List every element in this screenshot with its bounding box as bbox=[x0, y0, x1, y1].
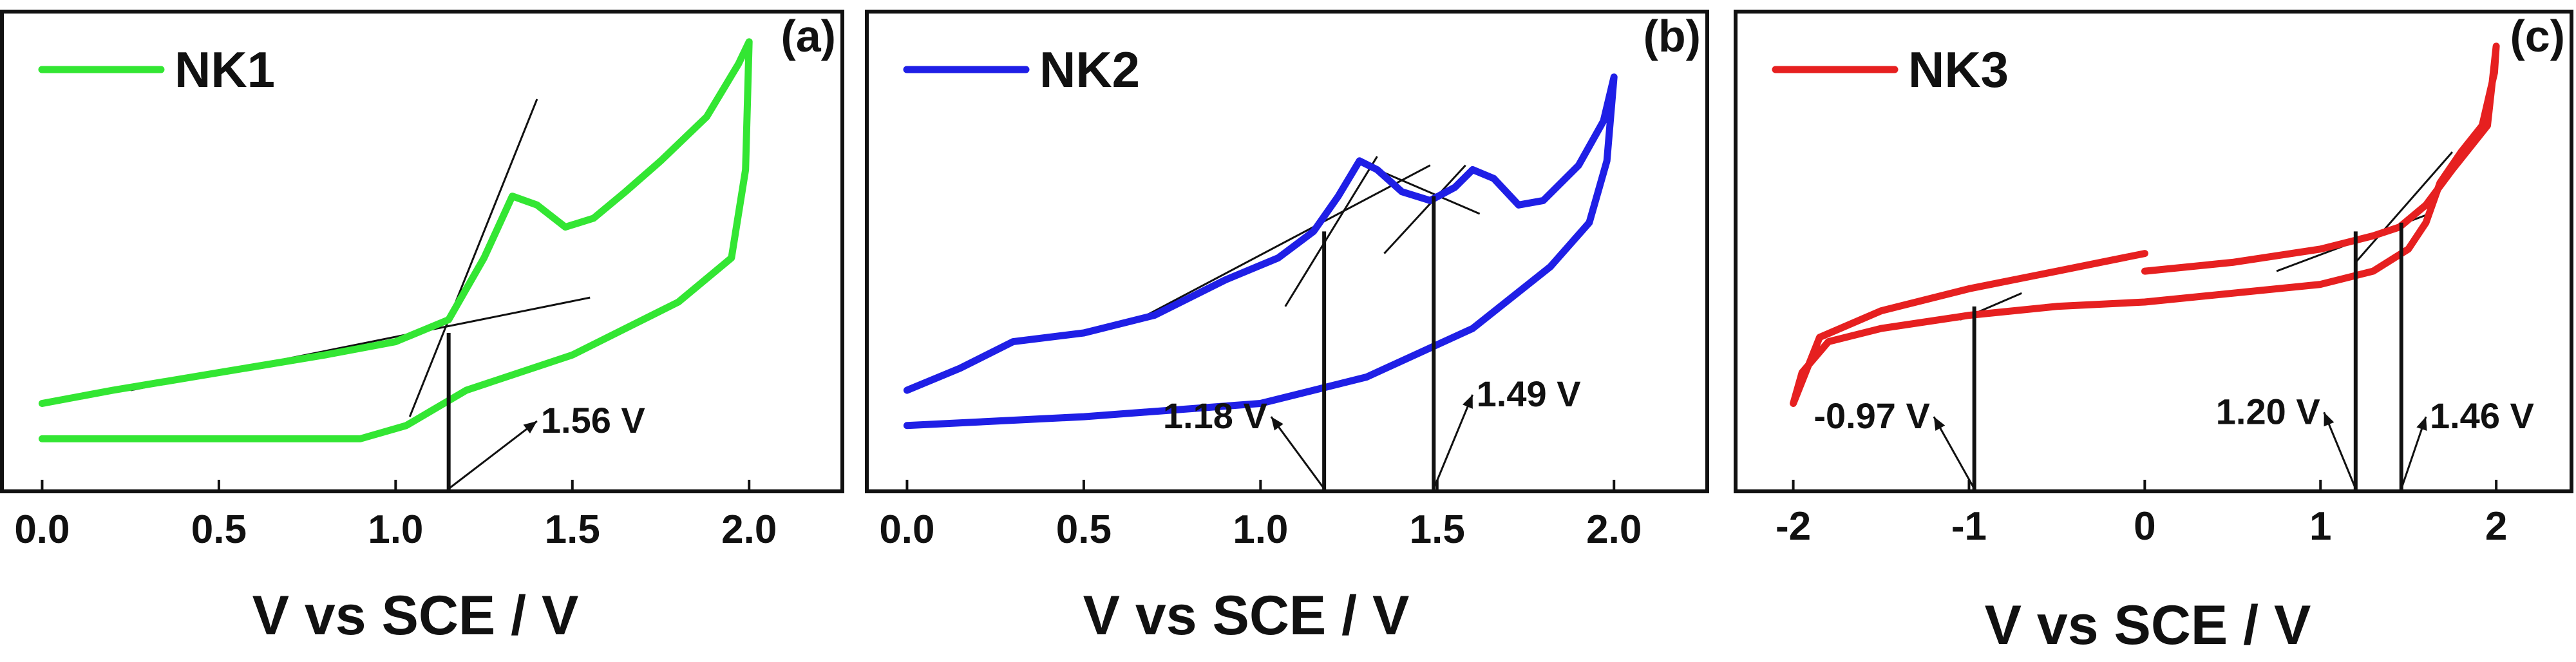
onset-arrowhead bbox=[1933, 417, 1946, 431]
onset-arrow bbox=[2323, 411, 2357, 489]
x-tick-label: 0 bbox=[2134, 504, 2155, 549]
onset-arrowhead bbox=[523, 421, 537, 434]
tangent-line bbox=[2354, 151, 2454, 263]
cv-trace bbox=[38, 38, 753, 442]
x-tick-label: 1.0 bbox=[368, 507, 423, 552]
onset-arrow bbox=[1270, 416, 1325, 489]
plot-frame bbox=[0, 10, 844, 493]
x-axis-title: V vs SCE / V bbox=[1083, 585, 1410, 647]
x-tick-label: 0.0 bbox=[879, 507, 934, 552]
plot-frame bbox=[1734, 10, 2573, 493]
chart-panel-2: 0.0 0.5 1.0 1.5 2.0 V vs SCE / V 1.18 V 1.49 V N… bbox=[865, 10, 1709, 647]
x-tick-label: 1.5 bbox=[1410, 507, 1465, 552]
x-tick-label: 0.0 bbox=[14, 507, 70, 552]
x-tick-label: 1.0 bbox=[1233, 507, 1288, 552]
x-tick-label: 0.5 bbox=[191, 507, 247, 552]
onset-label: 1.56 V bbox=[541, 400, 645, 440]
onset-arrowhead bbox=[2416, 417, 2427, 431]
x-tick-label: 1 bbox=[2309, 504, 2331, 549]
legend-label: NK1 bbox=[175, 41, 275, 98]
x-tick-label: 2 bbox=[2485, 504, 2507, 549]
onset-arrow bbox=[1432, 394, 1474, 489]
chart-panel-3: -2 -1 0 1 2 V vs SCE / V -0.97 V 1.20 V 1.46 V NK… bbox=[1734, 10, 2573, 656]
onset-arrowhead bbox=[1271, 417, 1283, 431]
x-tick-label: 0.5 bbox=[1056, 507, 1112, 552]
legend-label: NK2 bbox=[1039, 41, 1140, 98]
tangent-line bbox=[1284, 156, 1378, 307]
tangent-line bbox=[1383, 164, 1466, 254]
panel-label: (c) bbox=[2510, 11, 2565, 61]
panel-label: (a) bbox=[781, 11, 836, 61]
onset-label: 1.46 V bbox=[2430, 395, 2534, 436]
cv-trace bbox=[903, 73, 1618, 430]
onset-arrow bbox=[1933, 416, 1975, 489]
x-tick-label: -1 bbox=[1951, 504, 1987, 549]
x-axis-title: V vs SCE / V bbox=[252, 585, 579, 647]
onset-arrowhead bbox=[2324, 412, 2334, 427]
onset-arrowhead bbox=[1463, 394, 1473, 409]
x-tick-label: 2.0 bbox=[721, 507, 777, 552]
onset-label: 1.20 V bbox=[2216, 391, 2320, 431]
x-tick-label: 1.5 bbox=[545, 507, 600, 552]
x-tick-label: -2 bbox=[1776, 504, 1811, 549]
tangent-line bbox=[408, 99, 538, 417]
onset-label: 1.18 V bbox=[1163, 395, 1267, 436]
onset-label: 1.49 V bbox=[1477, 374, 1581, 414]
cv-trace bbox=[1790, 43, 2500, 407]
x-axis-title: V vs SCE / V bbox=[1985, 594, 2311, 656]
tangent-line bbox=[1129, 164, 1431, 325]
x-tick-label: 2.0 bbox=[1586, 507, 1642, 552]
onset-arrow bbox=[448, 420, 538, 490]
plot-frame bbox=[865, 10, 1709, 493]
chart-panel-1: 0.0 0.5 1.0 1.5 2.0 V vs SCE / V 1.56 V NK1 (a) bbox=[0, 10, 844, 647]
tangent-line bbox=[1376, 169, 1481, 215]
panel-label: (b) bbox=[1643, 11, 1701, 61]
onset-label: -0.97 V bbox=[1814, 395, 1930, 436]
legend-label: NK3 bbox=[1908, 41, 2009, 98]
